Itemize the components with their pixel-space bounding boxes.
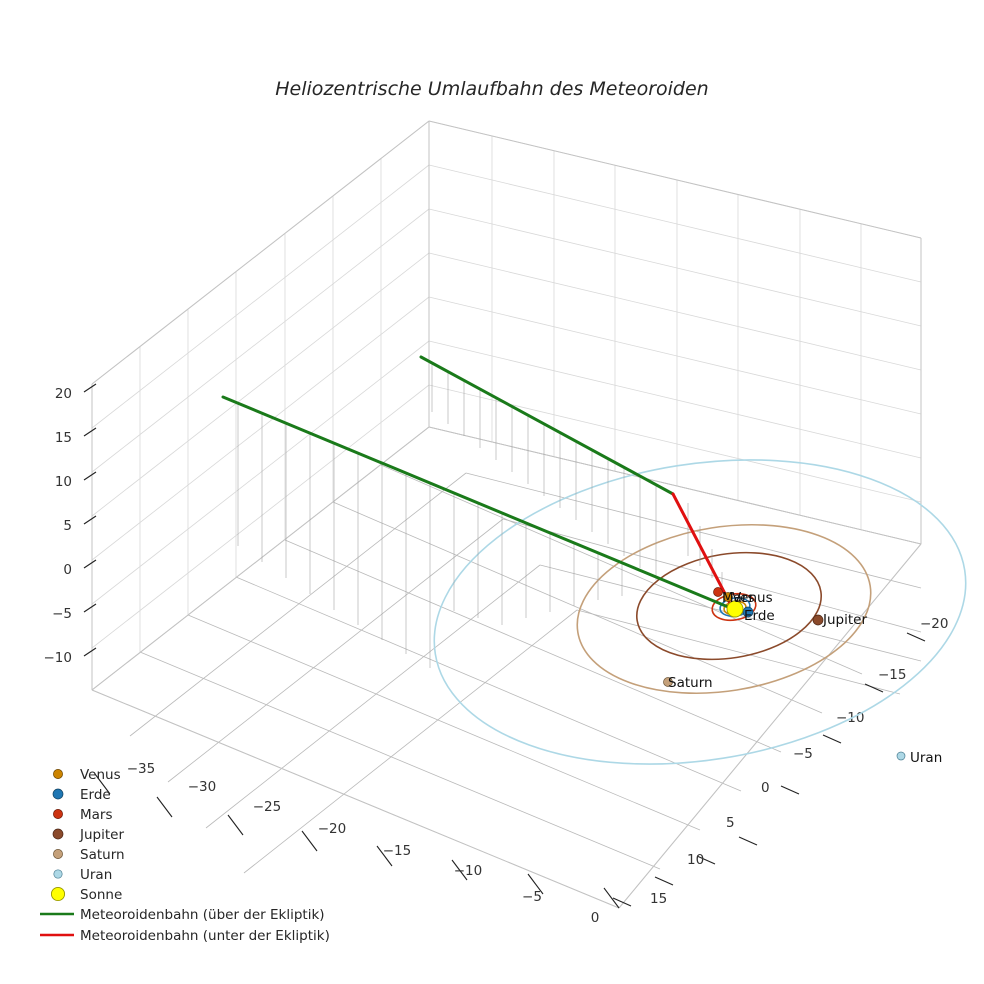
x-axis: 0 −5 −10 −15 −20 −25 −30 −35 [94,761,620,926]
page-title: Heliozentrische Umlaufbahn des Meteoroid… [275,78,708,100]
saturn-orbit [576,523,872,695]
mars-marker-icon [53,809,63,819]
label-venus: Venus [732,590,773,606]
legend-label-jupiter: Jupiter [79,827,124,843]
x-tick-2: −10 [454,863,483,879]
legend-item-sonne[interactable]: Sonne [50,886,122,903]
marker-earth [742,606,754,618]
y-tick-4: 0 [761,780,770,796]
uranus-marker-icon [53,869,63,879]
saturn-marker-icon [53,849,63,859]
trajectory-droplines [237,363,723,668]
jupiter-orbit [635,551,823,661]
label-earth: Erde [744,608,775,624]
x-tick-3: −15 [383,843,412,859]
x-tick-1: −5 [522,889,542,905]
legend-item-venus[interactable]: Venus [53,767,121,783]
label-saturn: Saturn [668,675,713,691]
legend-label-erde: Erde [80,787,111,803]
label-mars: Mars [722,590,755,606]
z-tick-5: −5 [52,606,72,622]
y-tick-1: −15 [878,667,907,683]
trajectory-upper-green [419,355,675,496]
legend-label-venus: Venus [80,767,121,783]
y-tick-6: 10 [687,852,704,868]
marker-venus [723,592,733,602]
x-tickmarks [94,773,620,909]
legend-item-saturn[interactable]: Saturn [53,847,125,863]
y-tick-0: −20 [920,616,949,632]
z-tick-2: 10 [55,474,72,490]
legend-label-below-ecliptic: Meteoroidenbahn (unter der Ekliptik) [80,928,330,944]
legend-label-above-ecliptic: Meteoroidenbahn (über der Ekliptik) [80,907,325,923]
marker-mars [713,587,723,597]
legend-item-erde[interactable]: Erde [52,787,111,803]
z-tick-1: 15 [55,430,72,446]
earth-marker-icon [52,788,64,800]
uranus-orbit [433,459,967,765]
x-tick-6: −30 [188,779,217,795]
trajectory-lower-green [221,395,735,611]
marker-saturn [663,677,673,687]
y-tickmarks [612,632,926,907]
z-axis: 20 15 10 5 0 −5 −10 [44,383,97,666]
z-tickmarks [83,383,97,657]
z-tick-0: 20 [55,386,72,402]
marker-jupiter [812,614,824,626]
pane-floor-ecliptic [91,426,922,909]
y-tick-5: 5 [726,815,735,831]
pane-left-wall [91,120,430,691]
z-tick-4: 0 [63,562,72,578]
mars-orbit [711,592,757,622]
y-tick-3: −5 [793,746,813,762]
label-uranus: Uran [910,750,942,766]
z-tick-3: 5 [63,518,72,534]
x-tick-7: −35 [127,761,156,777]
x-tick-5: −25 [253,799,282,815]
label-jupiter: Jupiter [822,612,867,628]
legend-item-trajectory-above[interactable]: Meteoroidenbahn (über der Ekliptik) [40,907,325,923]
legend: Venus Erde Mars Jupiter Saturn Uran [40,767,330,944]
planet-markers: Saturn Jupiter Uran Mars Venus Erde [663,587,942,766]
legend-label-mars: Mars [80,807,113,823]
sun-marker-icon [50,886,66,902]
y-tick-7: 15 [650,891,667,907]
meteoroid-trajectory [221,355,735,611]
axis-spines [91,120,922,909]
marker-sun [726,600,744,618]
venus-marker-icon [53,769,63,779]
legend-item-jupiter[interactable]: Jupiter [52,827,124,843]
legend-label-uran: Uran [80,867,112,883]
legend-label-sonne: Sonne [80,887,122,903]
z-tick-6: −10 [44,650,73,666]
legend-item-mars[interactable]: Mars [53,807,113,823]
legend-item-uran[interactable]: Uran [53,867,112,883]
planet-orbits [433,459,967,765]
x-tick-4: −20 [318,821,347,837]
x-tick-0: 0 [591,910,600,926]
jupiter-marker-icon [52,828,64,840]
marker-uranus [896,751,906,761]
legend-label-saturn: Saturn [80,847,125,863]
trajectory-red-below [671,492,735,611]
legend-item-trajectory-below[interactable]: Meteoroidenbahn (unter der Ekliptik) [40,928,330,944]
